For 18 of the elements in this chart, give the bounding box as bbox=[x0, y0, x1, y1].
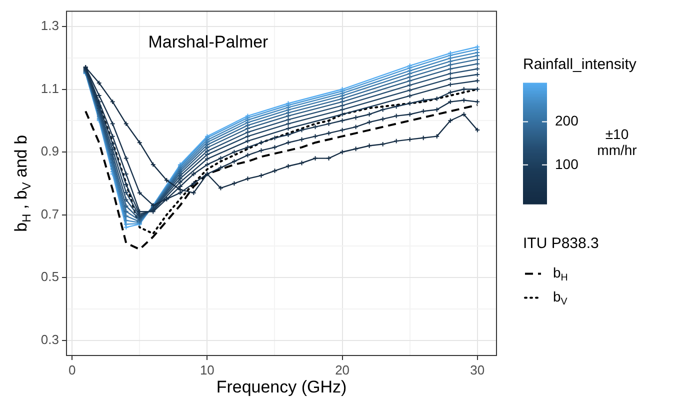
legend-title: ITU P838.3 bbox=[523, 234, 599, 252]
y-tick-label: 0.5 bbox=[40, 269, 59, 284]
y-tick-label: 1.1 bbox=[40, 80, 59, 96]
x-tick-label: 10 bbox=[200, 362, 214, 378]
y-tick-label: 0.9 bbox=[40, 144, 59, 159]
color-bar-label: 100 bbox=[555, 156, 579, 172]
y-tick-label: 1.3 bbox=[40, 18, 59, 34]
x-tick-label: 20 bbox=[335, 362, 350, 378]
color-bar-title: Rainfall_intensity bbox=[523, 56, 637, 73]
y-tick-label: 0.3 bbox=[40, 332, 59, 347]
text: Marshal-Palmer bbox=[148, 32, 269, 52]
color-bar-label: 200 bbox=[555, 112, 579, 129]
y-axis-title: bH , bV and b bbox=[12, 134, 34, 232]
x-axis-title: Frequency (GHz) bbox=[216, 378, 347, 397]
x-tick-label: 30 bbox=[470, 362, 485, 378]
x-tick-label: 0 bbox=[68, 362, 76, 378]
y-tick-label: 0.7 bbox=[40, 206, 59, 222]
text: ±10 mm/hr bbox=[597, 126, 638, 158]
